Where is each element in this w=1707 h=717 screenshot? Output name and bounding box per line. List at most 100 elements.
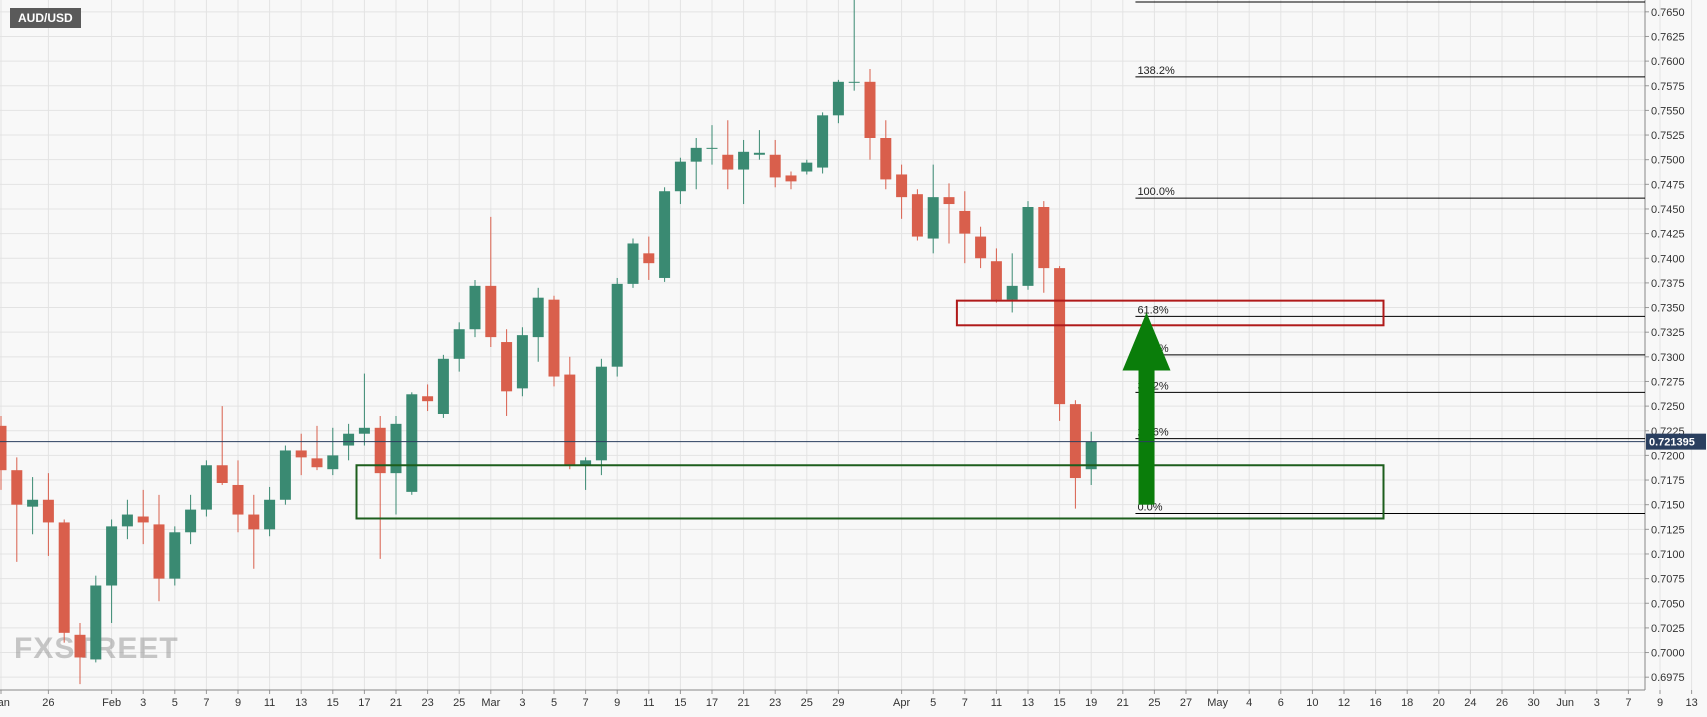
y-tick-label: 0.7500 [1651, 155, 1685, 167]
y-tick-label: 0.7600 [1651, 56, 1685, 68]
x-tick-label: Jun [1556, 697, 1574, 709]
candle-body [469, 285, 481, 330]
x-tick-label: 6 [1278, 697, 1284, 709]
candle-body [1022, 207, 1034, 286]
x-tick-label: 3 [1594, 697, 1600, 709]
candle-body [311, 458, 323, 468]
candle-body [738, 151, 750, 170]
y-tick-label: 0.7300 [1651, 352, 1685, 364]
x-tick-label: Feb [102, 697, 121, 709]
y-tick-label: 0.7175 [1651, 475, 1685, 487]
x-tick-label: 7 [583, 697, 589, 709]
candle-body [106, 526, 118, 586]
candle-body [295, 450, 307, 458]
candle-body [769, 154, 781, 178]
x-tick-label: 21 [737, 697, 749, 709]
candle-body [595, 366, 607, 461]
candle-body [516, 335, 528, 389]
x-tick-label: 25 [801, 697, 813, 709]
x-tick-label: 13 [295, 697, 307, 709]
candle-body [42, 499, 54, 523]
candle-body [959, 210, 971, 234]
up-arrow-shaft [1138, 368, 1155, 505]
y-tick-label: 0.7425 [1651, 229, 1685, 241]
candle-body [532, 297, 544, 338]
candle-body [580, 460, 592, 466]
x-tick-label: Jan [0, 697, 10, 709]
y-tick-label: 0.7250 [1651, 401, 1685, 413]
y-tick-label: 0.7050 [1651, 598, 1685, 610]
candle-body [611, 283, 623, 367]
y-tick-label: 0.7575 [1651, 81, 1685, 93]
candle-body [501, 342, 513, 392]
x-tick-label: 4 [1246, 697, 1252, 709]
candle-body [943, 197, 955, 205]
fib-label: 100.0% [1137, 186, 1175, 198]
x-tick-label: 23 [769, 697, 781, 709]
x-tick-label: 17 [358, 697, 370, 709]
y-tick-label: 0.7275 [1651, 376, 1685, 388]
x-tick-label: 24 [1464, 697, 1476, 709]
y-tick-label: 0.7550 [1651, 105, 1685, 117]
x-tick-label: 5 [551, 697, 557, 709]
x-tick-label: 17 [706, 697, 718, 709]
candle-body [485, 285, 497, 338]
x-tick-label: 18 [1401, 697, 1413, 709]
candle-body [1006, 285, 1018, 300]
fib-label: 138.2% [1137, 65, 1175, 77]
x-tick-label: Mar [481, 697, 500, 709]
candle-body [453, 329, 465, 359]
candle-body [169, 532, 181, 579]
y-tick-label: 0.6975 [1651, 672, 1685, 684]
candle-body [1054, 268, 1066, 405]
candle-body [232, 484, 244, 515]
candle-body [848, 81, 860, 83]
x-tick-label: 13 [1022, 697, 1034, 709]
candle-body [753, 152, 765, 155]
candle-body [279, 450, 291, 500]
candle-body [1085, 441, 1097, 470]
y-tick-label: 0.7000 [1651, 648, 1685, 660]
candle-body [659, 191, 671, 278]
candle-body [643, 253, 655, 264]
x-tick-label: 30 [1527, 697, 1539, 709]
candle-body [374, 427, 386, 474]
x-tick-label: 9 [614, 697, 620, 709]
candle-body [200, 465, 212, 510]
x-tick-label: Apr [893, 697, 910, 709]
current-price-tag [1646, 433, 1706, 450]
x-tick-label: 26 [1496, 697, 1508, 709]
y-tick-label: 0.7100 [1651, 549, 1685, 561]
candle-body [690, 147, 702, 162]
x-tick-label: 15 [1053, 697, 1065, 709]
x-tick-label: 20 [1433, 697, 1445, 709]
candle-body [11, 470, 23, 505]
x-tick-label: 25 [1148, 697, 1160, 709]
x-tick-label: 26 [42, 697, 54, 709]
candle-body [801, 162, 813, 172]
x-tick-label: 13 [1685, 697, 1697, 709]
candle-body [706, 147, 718, 149]
candle-body [785, 175, 797, 182]
candle-body [27, 499, 39, 507]
x-tick-label: 21 [1117, 697, 1129, 709]
candle-body [327, 455, 339, 470]
y-tick-label: 0.7525 [1651, 130, 1685, 142]
y-tick-label: 0.7125 [1651, 524, 1685, 536]
x-tick-label: 16 [1369, 697, 1381, 709]
x-tick-label: May [1207, 697, 1228, 709]
x-tick-label: 9 [235, 697, 241, 709]
symbol-badge[interactable]: AUD/USD [10, 8, 81, 28]
x-tick-label: 7 [962, 697, 968, 709]
x-tick-label: 29 [832, 697, 844, 709]
candle-body [343, 433, 355, 446]
x-tick-label: 15 [327, 697, 339, 709]
y-tick-label: 0.7400 [1651, 253, 1685, 265]
x-tick-label: 21 [390, 697, 402, 709]
x-tick-label: 5 [930, 697, 936, 709]
x-tick-label: 11 [643, 697, 654, 709]
y-tick-label: 0.7200 [1651, 450, 1685, 462]
x-tick-label: 7 [203, 697, 209, 709]
